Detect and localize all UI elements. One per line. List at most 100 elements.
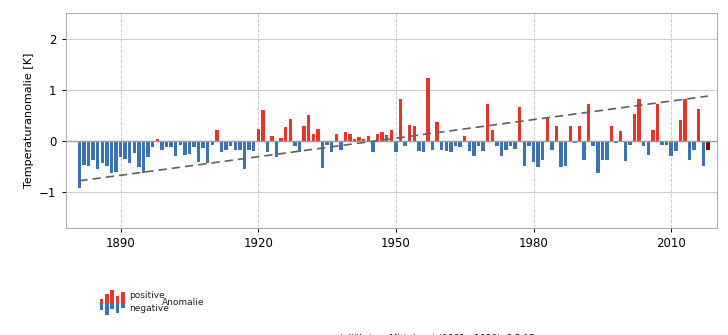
Bar (339, 141, 343, 150)
Bar (605, 141, 609, 160)
Bar (509, 141, 513, 146)
Bar (660, 141, 664, 145)
Bar (670, 141, 673, 156)
Bar (116, 304, 119, 313)
Bar (688, 141, 692, 160)
Bar (275, 141, 278, 157)
Bar (170, 141, 173, 147)
Bar (541, 141, 545, 160)
Bar (137, 141, 141, 167)
Bar (261, 110, 264, 141)
Bar (491, 130, 494, 141)
Bar (316, 129, 320, 141)
Bar (156, 139, 159, 141)
Bar (178, 141, 182, 145)
Bar (132, 141, 136, 153)
Bar (229, 141, 232, 146)
Bar (96, 141, 99, 169)
Bar (550, 141, 553, 150)
Bar (266, 141, 269, 152)
Bar (381, 132, 384, 141)
Bar (449, 141, 453, 152)
Bar (110, 290, 114, 304)
Bar (174, 141, 178, 156)
Bar (116, 296, 119, 304)
Bar (633, 115, 636, 141)
Bar (100, 304, 103, 310)
Bar (545, 117, 549, 141)
Bar (651, 130, 654, 141)
Bar (252, 141, 256, 151)
Bar (330, 141, 333, 152)
Bar (87, 141, 90, 165)
Bar (298, 141, 301, 152)
Bar (706, 141, 710, 150)
Bar (505, 141, 507, 150)
Bar (684, 99, 687, 141)
Y-axis label: Temperaturanomalie [K]: Temperaturanomalie [K] (23, 53, 33, 188)
Bar (151, 141, 154, 147)
Bar (385, 135, 389, 141)
Bar (422, 141, 425, 152)
Bar (463, 136, 467, 141)
Bar (146, 141, 150, 157)
Bar (183, 141, 186, 155)
Bar (321, 141, 324, 168)
Bar (495, 141, 499, 146)
Bar (188, 141, 191, 154)
Bar (288, 119, 292, 141)
Bar (121, 292, 124, 304)
Bar (646, 141, 650, 155)
Bar (569, 126, 572, 141)
Bar (555, 126, 558, 141)
Text: negative: negative (130, 305, 170, 313)
Bar (435, 122, 439, 141)
Bar (105, 304, 108, 315)
Bar (248, 141, 250, 150)
Text: Anomalie: Anomalie (162, 298, 204, 307)
Bar (91, 141, 95, 160)
Bar (532, 141, 535, 162)
Bar (619, 131, 622, 141)
Bar (197, 141, 200, 162)
Bar (325, 141, 329, 145)
Bar (477, 141, 480, 146)
Bar (417, 141, 421, 151)
Bar (307, 116, 310, 141)
Bar (302, 126, 306, 141)
Bar (614, 141, 618, 143)
Bar (467, 141, 471, 151)
Bar (454, 141, 457, 146)
Bar (280, 138, 283, 141)
Bar (610, 126, 613, 141)
Bar (499, 141, 503, 156)
Bar (376, 134, 379, 141)
Bar (665, 141, 668, 145)
Text: positive: positive (130, 291, 165, 300)
Bar (242, 141, 246, 169)
Bar (674, 141, 678, 151)
Bar (270, 136, 274, 141)
Bar (702, 141, 705, 165)
Bar (427, 78, 430, 141)
Bar (445, 141, 448, 151)
Bar (523, 141, 526, 166)
Bar (591, 141, 595, 146)
Bar (165, 141, 168, 147)
Bar (481, 141, 485, 151)
Bar (413, 126, 416, 141)
Bar (596, 141, 599, 173)
Bar (527, 141, 531, 146)
Bar (472, 141, 475, 156)
Bar (110, 304, 114, 309)
Bar (105, 294, 108, 304)
Bar (394, 141, 397, 152)
Bar (403, 141, 407, 146)
Bar (573, 141, 577, 143)
Bar (362, 139, 365, 141)
Bar (344, 132, 347, 141)
Bar (256, 129, 260, 141)
Bar (192, 141, 196, 147)
Bar (628, 141, 632, 145)
Bar (367, 136, 370, 141)
